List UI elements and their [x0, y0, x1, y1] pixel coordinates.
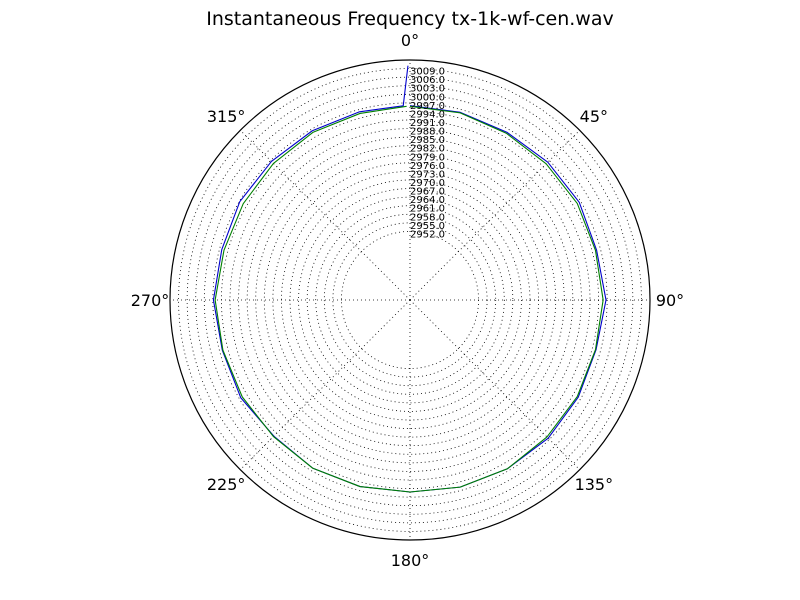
- angular-gridline: [240, 299, 411, 470]
- radial-gridline: [306, 196, 514, 404]
- series-lines: [212, 65, 607, 493]
- radial-tick-label: 2997.0: [410, 101, 445, 112]
- angle-tick-label: 315°: [207, 107, 246, 126]
- series-line-2: [214, 105, 604, 493]
- angular-gridline: [409, 299, 580, 470]
- radial-gridline: [186, 76, 634, 524]
- radial-tick-label: 2988.0: [410, 127, 445, 138]
- radial-gridline: [246, 136, 574, 464]
- radial-tick-label: 2967.0: [410, 187, 445, 198]
- radial-tick-label: 2994.0: [410, 109, 445, 120]
- angle-tick-label: 180°: [391, 551, 430, 570]
- radial-tick-label: 2970.0: [410, 178, 445, 189]
- radial-gridline: [212, 102, 608, 498]
- angle-tick-label: 0°: [401, 31, 419, 50]
- angle-tick-label: 135°: [575, 475, 614, 494]
- angle-tick-label: 270°: [131, 291, 170, 310]
- angle-tick-label: 45°: [580, 107, 608, 126]
- radial-tick-labels: 2952.02955.02958.02961.02964.02967.02970…: [410, 67, 445, 241]
- radial-tick-label: 2976.0: [410, 161, 445, 172]
- radial-gridline: [272, 162, 548, 438]
- radial-tick-label: 2964.0: [410, 195, 445, 206]
- radial-gridline: [298, 188, 522, 412]
- radial-gridline: [178, 68, 642, 532]
- radial-gridline: [195, 85, 625, 515]
- angular-grid: [170, 60, 650, 540]
- radial-gridline: [323, 213, 497, 387]
- radial-gridline: [255, 145, 565, 455]
- radial-gridline: [332, 222, 488, 378]
- radial-tick-label: 3003.0: [410, 84, 445, 95]
- angle-tick-labels: 0° 45° 90° 135° 180° 225° 270° 315°: [131, 31, 684, 570]
- angular-gridline: [240, 130, 411, 301]
- radial-tick-label: 2961.0: [410, 204, 445, 215]
- radial-tick-label: 2958.0: [410, 212, 445, 223]
- radial-gridline: [238, 128, 582, 472]
- radial-tick-label: 2973.0: [410, 169, 445, 180]
- radial-tick-label: 3000.0: [410, 92, 445, 103]
- chart-title: Instantaneous Frequency tx-1k-wf-cen.wav: [206, 8, 614, 30]
- radial-tick-label: 3006.0: [410, 75, 445, 86]
- radial-tick-label: 3009.0: [410, 67, 445, 78]
- radial-tick-label: 2952.0: [410, 229, 445, 240]
- radial-tick-label: 2985.0: [410, 135, 445, 146]
- radial-tick-label: 2955.0: [410, 221, 445, 232]
- radial-gridline: [315, 205, 505, 395]
- angle-tick-label: 90°: [656, 291, 684, 310]
- radial-tick-label: 2979.0: [410, 152, 445, 163]
- angle-tick-label: 225°: [207, 475, 246, 494]
- radial-gridline: [203, 93, 617, 507]
- angular-gridline: [409, 130, 580, 301]
- polar-frame: [169, 59, 651, 541]
- radial-gridline: [263, 153, 557, 447]
- radial-tick-label: 2991.0: [410, 118, 445, 129]
- radial-tick-label: 2982.0: [410, 144, 445, 155]
